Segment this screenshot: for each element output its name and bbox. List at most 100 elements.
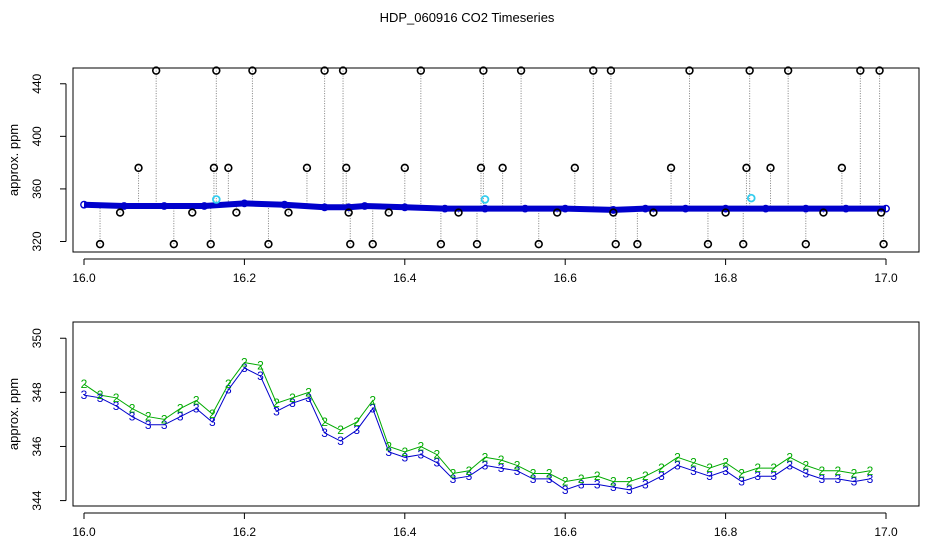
top-flag-point: [472, 239, 482, 249]
top-flag-point: [611, 239, 620, 249]
top-cyan-series: [212, 193, 756, 204]
top-main-point: [320, 203, 329, 212]
bottom-series-marker: 3: [113, 399, 120, 413]
top-cyan-point: [212, 195, 221, 204]
top-flag-point: [783, 66, 793, 75]
top-flag-point: [742, 163, 751, 173]
bottom-series-marker: 2: [97, 388, 104, 402]
bottom-x-tick-label: 16.6: [554, 525, 578, 539]
chart-title: HDP_060916 CO2 Timeseries: [380, 10, 555, 25]
top-panel: 16.0 16.2 16.4 16.6 16.8 17.0 320 360 400 440 ap…: [6, 66, 920, 285]
bottom-series-marker: 3: [450, 472, 457, 486]
bottom-series-marker: 2: [546, 467, 553, 481]
top-flag-point: [666, 163, 676, 173]
bottom-series-marker: 3: [161, 418, 168, 432]
bottom-series-marker: 3: [129, 410, 136, 424]
bottom-series-line: [83, 367, 871, 491]
bottom-series-marker: 2: [321, 415, 328, 429]
bottom-series-marker: 2: [417, 439, 424, 453]
bottom-series-marker: 3: [273, 404, 280, 418]
bottom-series-marker: 3: [434, 456, 441, 470]
bottom-series-marker: 2: [674, 450, 681, 464]
bottom-series-marker: 2: [722, 456, 729, 470]
top-flag-point: [346, 239, 355, 249]
top-flag-point: [819, 208, 828, 217]
bottom-plot-frame: [72, 321, 920, 507]
bottom-series-marker: 2: [851, 467, 858, 481]
top-flag-point: [633, 239, 642, 249]
bottom-series-marker: 2: [738, 467, 745, 481]
bottom-series-marker: 2: [113, 391, 120, 405]
top-flag-point: [479, 66, 488, 75]
bottom-x-tick-label: 16.2: [233, 525, 257, 539]
bottom-series-marker: 2: [466, 464, 473, 478]
top-x-tick-label: 16.8: [714, 271, 738, 285]
bottom-series-marker: 3: [337, 434, 344, 448]
top-flag-point: [685, 66, 694, 75]
top-flag-point: [206, 239, 215, 249]
bottom-series-marker: 2: [289, 391, 296, 405]
top-flag-point: [801, 239, 810, 249]
bottom-series-marker: 3: [754, 469, 761, 483]
top-flag-point: [302, 163, 312, 173]
top-flag-point: [212, 66, 221, 75]
top-flag-series: [95, 66, 888, 249]
bottom-series-marker: 2: [562, 475, 569, 489]
bottom-series-marker: 3: [241, 361, 248, 375]
bottom-series-marker: 2: [786, 450, 793, 464]
bottom-series-marker: 2: [241, 356, 248, 370]
bottom-series-marker: 2: [209, 407, 216, 421]
bottom-series-marker: 2: [450, 467, 457, 481]
bottom-series-marker: 2: [594, 469, 601, 483]
bottom-series-marker: 3: [289, 396, 296, 410]
bottom-series-marker: 3: [770, 469, 777, 483]
bottom-series-marker: 3: [514, 464, 521, 478]
top-flag-point: [344, 208, 353, 217]
bottom-series-marker: 3: [417, 448, 424, 462]
bottom-y-axis: 344 346 348 350: [30, 328, 67, 511]
top-flag-point: [454, 208, 463, 217]
bottom-series-marker: 3: [369, 402, 376, 416]
bottom-series-marker: 2: [273, 396, 280, 410]
bottom-series-marker: 2: [161, 412, 168, 426]
bottom-series-line: [83, 362, 871, 483]
bottom-series-marker: 3: [401, 450, 408, 464]
top-main-point: [481, 204, 489, 213]
bottom-y-tick-label: 344: [30, 490, 44, 510]
top-flag-point: [338, 66, 348, 75]
bottom-series-marker: 2: [385, 439, 392, 453]
bottom-series-marker: 2: [305, 385, 312, 399]
top-flag-point: [739, 239, 748, 249]
top-main-point: [801, 204, 810, 213]
top-flag-point: [342, 163, 351, 173]
bottom-series-marker: 2: [754, 461, 761, 475]
top-x-tick-label: 16.4: [393, 271, 417, 285]
top-main-point: [280, 200, 289, 209]
top-main-series-line: [83, 200, 886, 213]
bottom-series-marker: 3: [257, 369, 264, 383]
top-flag-point: [498, 163, 507, 173]
bottom-series-marker: 3: [690, 464, 697, 478]
bottom-x-tick-label: 17.0: [874, 525, 898, 539]
bottom-x-tick-label: 16.8: [714, 525, 738, 539]
top-y-tick-label: 360: [30, 179, 44, 199]
bottom-y-axis-title: approx. ppm: [6, 378, 21, 450]
bottom-series-marker: 2: [658, 461, 665, 475]
top-flag-point: [368, 239, 377, 249]
bottom-series-marker: 3: [530, 472, 537, 486]
bottom-series-marker: 2: [514, 458, 521, 472]
bottom-series-marker: 3: [818, 472, 825, 486]
top-main-point: [120, 202, 129, 210]
top-flag-point: [400, 163, 409, 173]
top-y-tick-label: 320: [30, 231, 44, 251]
top-flag-point: [875, 66, 884, 75]
top-x-axis: 16.0 16.2 16.4 16.6 16.8 17.0: [72, 258, 898, 285]
bottom-series-marker: 3: [578, 477, 585, 491]
bottom-series-marker: 2: [802, 458, 809, 472]
bottom-y-tick-label: 346: [30, 436, 44, 456]
bottom-series-marker: 2: [770, 461, 777, 475]
top-main-point: [561, 204, 570, 213]
top-main-point: [641, 204, 650, 213]
top-main-point: [400, 203, 409, 212]
